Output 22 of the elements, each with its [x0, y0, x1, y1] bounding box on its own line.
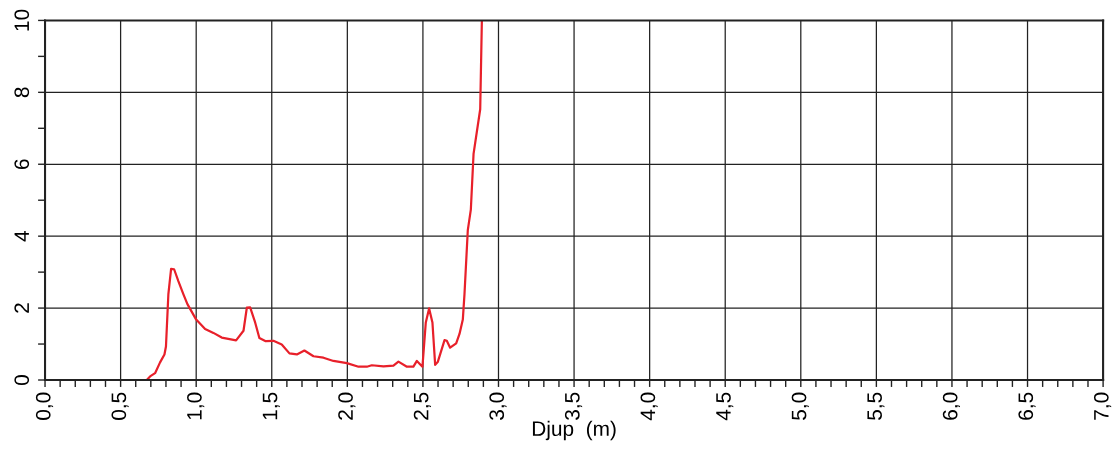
x-tick-label: 5,0 — [791, 392, 809, 420]
y-tick-label: 8 — [14, 87, 30, 98]
x-tick-label: 1,5 — [262, 392, 280, 420]
y-tick-label: 6 — [14, 159, 30, 169]
x-tick-label: 5,5 — [867, 392, 885, 420]
x-tick-label: 3,0 — [489, 392, 507, 420]
x-tick-label: 7,0 — [1093, 392, 1112, 420]
x-axis-title: Djup (m) — [532, 420, 616, 441]
x-tick-label: 2,0 — [338, 392, 356, 420]
x-tick-label: 4,0 — [640, 392, 658, 421]
y-tick-label: 2 — [14, 303, 29, 313]
x-tick-label: 0,0 — [35, 392, 54, 420]
x-tick-label: 6,0 — [942, 392, 960, 420]
x-tick-label: 4,5 — [716, 392, 734, 421]
x-tick-label: 0,5 — [111, 392, 129, 420]
x-tick-label: 3,5 — [564, 392, 583, 420]
y-tick-label: 4 — [14, 230, 29, 242]
y-tick-label: 0 — [14, 375, 30, 385]
x-tick-label: 2,5 — [413, 392, 431, 420]
x-tick-label: 1,0 — [187, 392, 205, 420]
y-tick-label: 10 — [14, 9, 30, 31]
x-tick-label: 6,5 — [1018, 392, 1036, 420]
